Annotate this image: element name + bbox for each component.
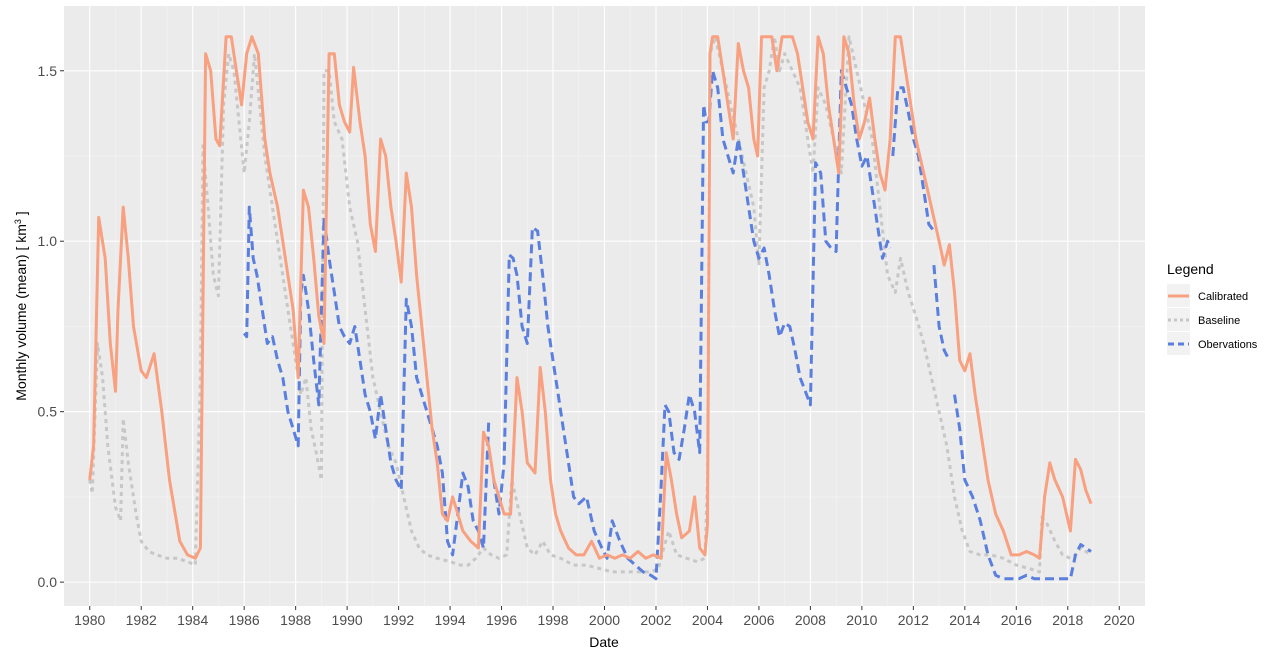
x-tick-label: 1988: [280, 612, 311, 628]
y-tick-label: 0.5: [38, 404, 58, 420]
x-tick-label: 2000: [589, 612, 620, 628]
x-tick-label: 1998: [537, 612, 568, 628]
legend-label-calibrated: Calibrated: [1198, 291, 1248, 303]
y-axis: 0.0 0.5 1.0 1.5: [38, 63, 64, 590]
x-tick-label: 2010: [846, 612, 877, 628]
legend: Legend Calibrated Baseline Obervations: [1167, 261, 1258, 355]
x-tick-label: 2018: [1052, 612, 1083, 628]
series-line-obervations-seg-4: [953, 394, 1092, 581]
y-tick-label: 1.0: [38, 233, 58, 249]
x-tick-label: 1986: [229, 612, 260, 628]
x-tick-label: 1990: [332, 612, 363, 628]
y-axis-title: Monthly volume (mean) [ km3 ]: [13, 211, 29, 400]
series-line-obervations-seg-3: [932, 264, 951, 362]
x-tick-label: 1984: [177, 612, 208, 628]
x-tick-label: 2002: [640, 612, 671, 628]
x-tick-label: 1992: [383, 612, 414, 628]
x-tick-label: 2016: [1001, 612, 1032, 628]
series-line-obervations-seg-1: [492, 69, 892, 581]
x-tick-label: 2012: [898, 612, 929, 628]
series-line-obervations-seg-2: [891, 86, 936, 232]
x-axis: 1980 1982 1984 1986 1988 1990 1992 1994 1996 1998…: [74, 606, 1135, 628]
x-tick-label: 2004: [692, 612, 723, 628]
legend-label-baseline: Baseline: [1198, 315, 1240, 327]
legend-title: Legend: [1167, 261, 1214, 277]
x-tick-label: 1996: [486, 612, 517, 628]
x-tick-label: 2014: [949, 612, 980, 628]
legend-label-observations: Obervations: [1198, 339, 1258, 351]
x-tick-label: 2006: [743, 612, 774, 628]
x-tick-label: 1982: [126, 612, 157, 628]
x-tick-label: 1994: [434, 612, 465, 628]
y-tick-label: 1.5: [38, 63, 58, 79]
y-tick-label: 0.0: [38, 574, 58, 590]
series-line-calibrated: [88, 35, 1093, 560]
x-tick-label: 2008: [795, 612, 826, 628]
x-axis-title: Date: [589, 634, 619, 650]
x-tick-label: 1980: [74, 612, 105, 628]
series-layer: [88, 35, 1093, 581]
x-tick-label: 2020: [1104, 612, 1135, 628]
legend-key-bg-baseline: [1167, 308, 1190, 331]
